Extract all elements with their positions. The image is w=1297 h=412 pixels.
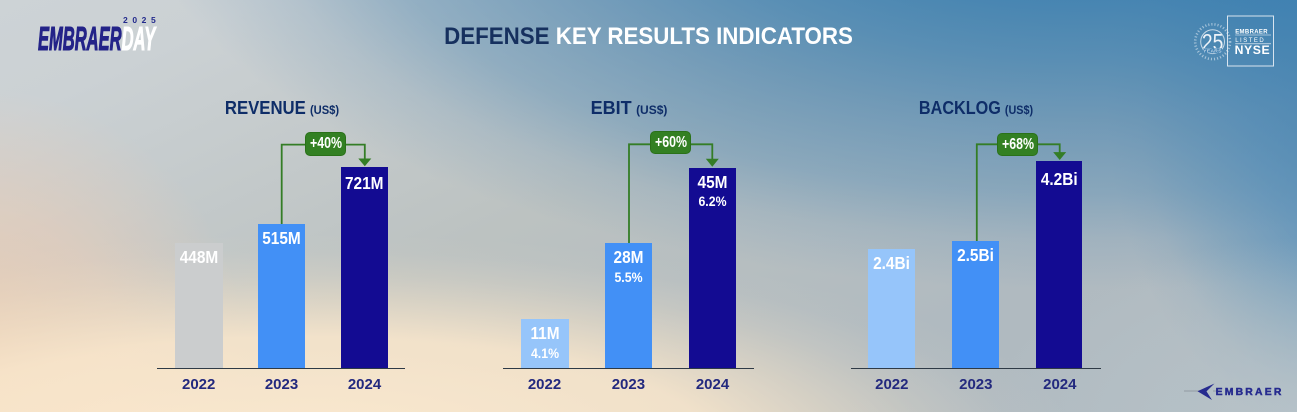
svg-text:NYSE: NYSE	[1235, 43, 1271, 57]
svg-text:EMBRAER: EMBRAER	[1216, 387, 1284, 398]
svg-text:LISTED: LISTED	[1235, 38, 1265, 44]
svg-text:YEARS: YEARS	[1203, 49, 1222, 55]
svg-text:EMBRAER: EMBRAER	[1235, 30, 1268, 36]
